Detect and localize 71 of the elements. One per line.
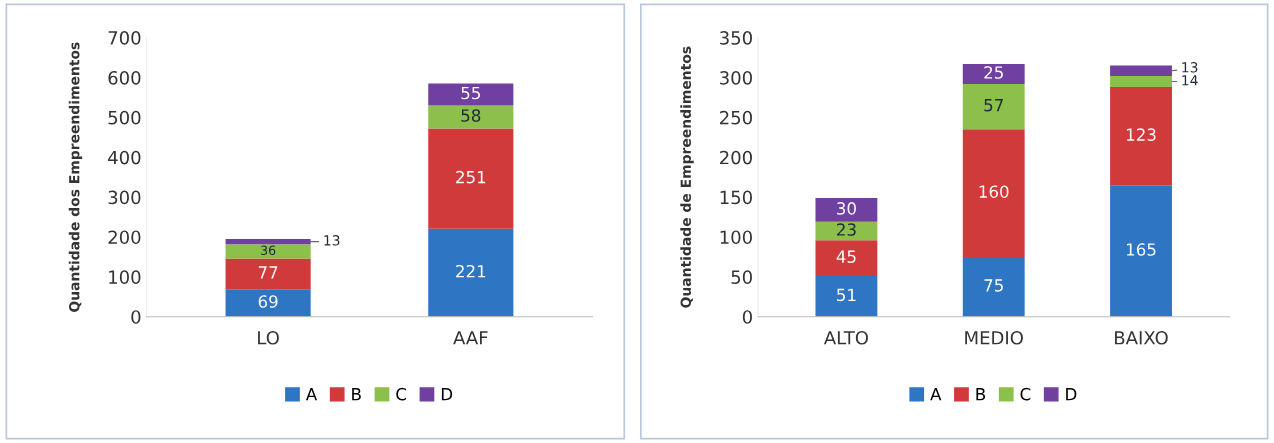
bar	[225, 244, 311, 259]
y-tick-label: 300	[108, 190, 141, 205]
y-tick-label: 200	[720, 150, 752, 165]
y-tick-label: 350	[720, 31, 752, 45]
data-label: 13	[1182, 62, 1198, 73]
data-label: 13	[324, 235, 340, 246]
data-label: 30	[837, 202, 856, 215]
bar	[815, 240, 878, 277]
y-tick-label: 0	[742, 310, 752, 324]
legend-label: B	[976, 388, 986, 401]
bar	[225, 289, 311, 317]
data-label: 75	[984, 279, 1003, 292]
bar	[225, 239, 311, 245]
y-tick-label: 150	[720, 190, 752, 205]
data-label: 77	[258, 266, 278, 279]
y-axis-title: Quantidade de Empreendimentos	[680, 46, 694, 308]
data-label: 36	[261, 245, 276, 255]
data-label: 23	[837, 223, 856, 236]
x-tick-label: LO	[258, 330, 279, 345]
data-label: 123	[1126, 128, 1156, 141]
data-label: 51	[837, 288, 856, 302]
data-label: 57	[984, 99, 1003, 112]
y-tick-label: 50	[731, 270, 752, 284]
bar	[815, 221, 878, 241]
y-tick-label: 600	[108, 70, 141, 85]
bar	[1110, 185, 1172, 317]
bar	[962, 83, 1025, 130]
legend-label: D	[1066, 388, 1077, 401]
bar	[815, 197, 878, 222]
bar	[428, 128, 514, 229]
data-label: 165	[1126, 243, 1156, 256]
data-label: 69	[258, 295, 278, 308]
bar	[962, 129, 1025, 257]
y-tick-label: 100	[720, 230, 752, 245]
y-tick-label: 200	[108, 230, 141, 245]
bar	[428, 228, 514, 317]
bar	[1110, 65, 1172, 76]
bar	[225, 258, 311, 290]
y-axis-title: Quantidade dos Empreendimentos	[68, 42, 83, 312]
legend-label: C	[396, 387, 407, 401]
x-tick-label: BAIXO	[1115, 330, 1168, 345]
data-label: 14	[1182, 75, 1198, 86]
y-tick-label: 0	[131, 310, 141, 324]
y-tick-label: 100	[109, 270, 141, 284]
y-tick-label: 500	[108, 110, 141, 125]
y-tick-label: 700	[108, 31, 141, 45]
legend-label: C	[1020, 387, 1031, 401]
bar	[962, 63, 1025, 84]
data-label: 251	[456, 170, 486, 184]
y-tick-label: 400	[108, 150, 141, 165]
x-tick-label: AAF	[453, 331, 488, 345]
x-tick-label: MEDIO	[965, 330, 1023, 345]
data-label: 45	[836, 250, 856, 263]
x-tick-label: ALTO	[823, 330, 868, 345]
legend-label: A	[930, 388, 942, 401]
data-label: 55	[461, 86, 480, 100]
data-label: 25	[984, 66, 1003, 79]
bar	[428, 105, 514, 129]
legend-label: B	[352, 388, 361, 401]
data-label: 58	[461, 109, 481, 122]
y-tick-label: 250	[720, 110, 752, 125]
data-label: 160	[979, 185, 1009, 198]
bar	[428, 83, 514, 106]
y-tick-label: 300	[720, 70, 752, 85]
bar	[815, 276, 878, 317]
bar	[1110, 87, 1172, 186]
legend-label: A	[305, 388, 318, 401]
bar	[1110, 75, 1172, 88]
legend-label: D	[441, 388, 453, 401]
data-label: 221	[456, 264, 486, 278]
bar	[962, 256, 1025, 317]
